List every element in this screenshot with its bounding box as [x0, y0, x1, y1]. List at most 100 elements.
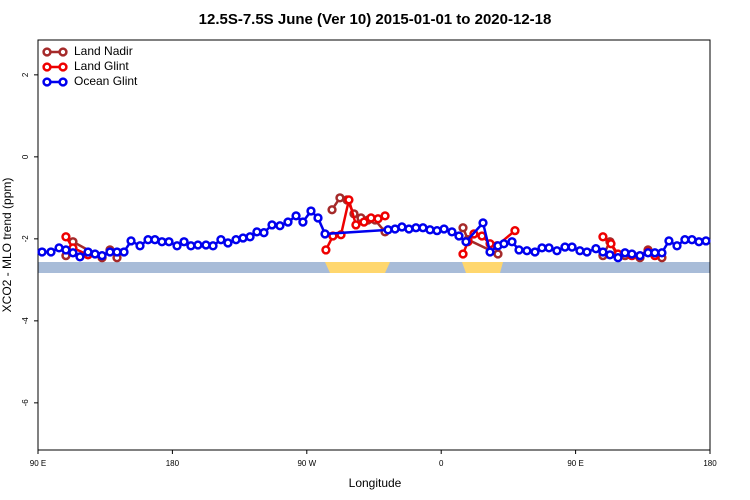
land-patch	[325, 262, 390, 273]
data-point	[582, 247, 592, 257]
data-point	[61, 232, 71, 242]
data-point	[366, 213, 376, 223]
data-point	[291, 211, 301, 221]
data-point	[461, 237, 471, 247]
data-point	[510, 226, 520, 236]
data-point	[627, 249, 637, 259]
surface-strip	[38, 262, 710, 273]
data-point	[245, 232, 255, 242]
data-point	[458, 223, 468, 233]
legend-marker	[58, 62, 68, 72]
data-point	[359, 217, 369, 227]
data-point	[373, 214, 383, 224]
data-point	[97, 251, 107, 261]
data-point	[598, 232, 608, 242]
data-point	[252, 227, 262, 237]
data-point	[567, 242, 577, 252]
data-point	[664, 236, 674, 246]
data-point	[275, 221, 285, 231]
y-tick-label: -4	[21, 317, 30, 325]
data-point	[552, 246, 562, 256]
legend-marker	[42, 47, 52, 57]
data-point	[687, 235, 697, 245]
legend-marker	[58, 77, 68, 87]
data-point	[351, 220, 361, 230]
data-point	[613, 253, 623, 263]
data-point	[37, 247, 47, 257]
data-point	[267, 220, 277, 230]
data-point	[335, 193, 345, 203]
data-point	[598, 247, 608, 257]
data-point	[530, 247, 540, 257]
data-point	[591, 244, 601, 254]
data-point	[439, 224, 449, 234]
data-point	[238, 233, 248, 243]
data-point	[380, 211, 390, 221]
data-point	[75, 252, 85, 262]
legend-label: Land Nadir	[74, 44, 133, 58]
data-point	[223, 238, 233, 248]
data-point	[418, 223, 428, 233]
data-point	[657, 248, 667, 258]
data-point	[447, 227, 457, 237]
data-point	[493, 249, 503, 259]
data-point	[126, 236, 136, 246]
x-tick-label: 90 E	[30, 459, 46, 468]
data-point	[320, 229, 330, 239]
x-tick-label: 0	[439, 459, 444, 468]
data-point	[90, 249, 100, 259]
data-point	[172, 241, 182, 251]
y-tick-label: 0	[21, 154, 30, 159]
legend-marker	[42, 77, 52, 87]
data-point	[507, 237, 517, 247]
data-point	[458, 249, 468, 259]
data-point	[216, 235, 226, 245]
data-point	[186, 241, 196, 251]
data-point	[672, 241, 682, 251]
x-axis-label: Longitude	[349, 476, 402, 490]
data-point	[259, 228, 269, 238]
data-point	[313, 213, 323, 223]
data-point	[193, 240, 203, 250]
data-point	[432, 226, 442, 236]
land-patch	[462, 262, 503, 273]
x-tick-label: 90 E	[567, 459, 583, 468]
x-tick-label: 180	[703, 459, 717, 468]
data-point	[201, 240, 211, 250]
x-tick-label: 90 W	[297, 459, 316, 468]
data-point	[454, 231, 464, 241]
data-point	[694, 237, 704, 247]
data-point	[425, 225, 435, 235]
chart-title: 12.5S-7.5S June (Ver 10) 2015-01-01 to 2…	[199, 11, 552, 28]
data-point	[499, 239, 509, 249]
data-point	[135, 241, 145, 251]
plot-frame	[37, 39, 711, 451]
data-point	[544, 243, 554, 253]
y-tick-label: 2	[21, 72, 30, 77]
data-point	[179, 237, 189, 247]
data-point	[606, 239, 616, 249]
data-point	[383, 225, 393, 235]
data-point	[298, 217, 308, 227]
data-point	[283, 217, 293, 227]
data-point	[321, 245, 331, 255]
y-axis-label: XCO2 - MLO trend (ppm)	[0, 178, 14, 313]
data-point	[306, 206, 316, 216]
data-point	[605, 250, 615, 260]
data-point	[397, 222, 407, 232]
data-point	[344, 195, 354, 205]
legend-label: Ocean Glint	[74, 74, 138, 88]
data-point	[119, 247, 129, 257]
data-point	[231, 235, 241, 245]
data-point	[485, 247, 495, 257]
data-point	[164, 237, 174, 247]
y-tick-label: -2	[21, 235, 30, 243]
plot-marks	[37, 193, 711, 263]
data-point	[478, 218, 488, 228]
data-point	[404, 224, 414, 234]
data-point	[208, 241, 218, 251]
x-tick-label: 180	[166, 459, 180, 468]
data-point	[701, 236, 711, 246]
